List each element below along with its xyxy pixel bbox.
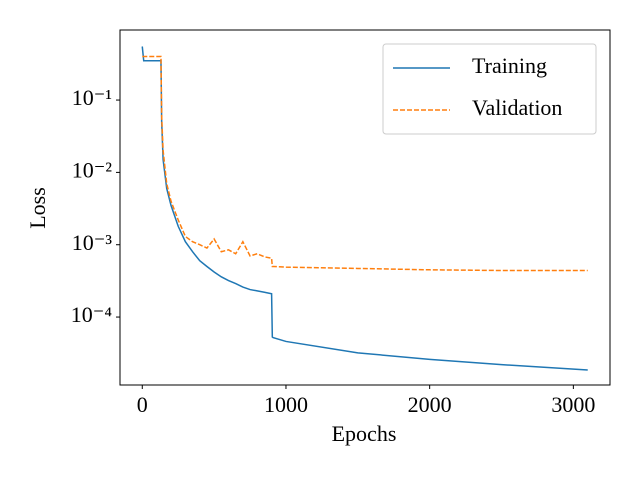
x-tick-label: 3000 xyxy=(551,392,595,417)
plot-frame xyxy=(119,29,611,386)
line-series xyxy=(142,55,588,272)
y-axis-label: Loss xyxy=(25,187,50,229)
x-tick-label: 1000 xyxy=(264,392,308,417)
legend-label: Training xyxy=(472,53,547,78)
legend-box xyxy=(382,43,597,135)
x-tick-label: 0 xyxy=(137,392,148,417)
x-tick-label: 2000 xyxy=(408,392,452,417)
y-tick-label: 10⁻³ xyxy=(72,230,113,255)
y-tick-label: 10⁻¹ xyxy=(72,85,112,110)
x-axis-label: Epochs xyxy=(332,421,397,446)
y-tick-label: 10⁻² xyxy=(72,157,113,182)
legend-label: Validation xyxy=(472,95,562,120)
line-series xyxy=(141,46,588,371)
y-tick-label: 10⁻⁴ xyxy=(71,302,113,327)
